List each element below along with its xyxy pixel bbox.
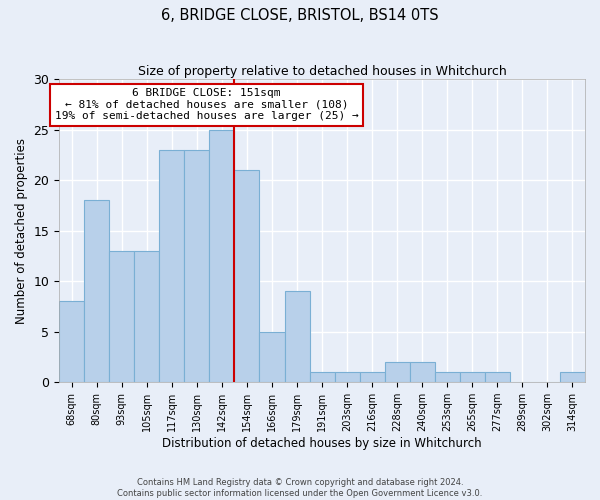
Bar (160, 150, 184, 382)
Bar (385, 362, 410, 382)
Bar (184, 150, 209, 382)
X-axis label: Distribution of detached houses by size in Whitchurch: Distribution of detached houses by size … (162, 437, 482, 450)
Bar (460, 372, 485, 382)
Bar (435, 372, 460, 382)
Bar (359, 372, 385, 382)
Text: Contains HM Land Registry data © Crown copyright and database right 2024.
Contai: Contains HM Land Registry data © Crown c… (118, 478, 482, 498)
Bar (134, 251, 160, 382)
Bar (259, 332, 284, 382)
Bar (284, 292, 310, 382)
Bar (84, 200, 109, 382)
Y-axis label: Number of detached properties: Number of detached properties (15, 138, 28, 324)
Bar (109, 251, 134, 382)
Bar (410, 362, 435, 382)
Bar (235, 170, 259, 382)
Bar (560, 372, 585, 382)
Bar (209, 130, 235, 382)
Bar (310, 372, 335, 382)
Text: 6, BRIDGE CLOSE, BRISTOL, BS14 0TS: 6, BRIDGE CLOSE, BRISTOL, BS14 0TS (161, 8, 439, 22)
Bar (59, 302, 84, 382)
Bar (485, 372, 510, 382)
Text: 6 BRIDGE CLOSE: 151sqm
← 81% of detached houses are smaller (108)
19% of semi-de: 6 BRIDGE CLOSE: 151sqm ← 81% of detached… (55, 88, 358, 122)
Bar (335, 372, 359, 382)
Title: Size of property relative to detached houses in Whitchurch: Size of property relative to detached ho… (138, 65, 506, 78)
